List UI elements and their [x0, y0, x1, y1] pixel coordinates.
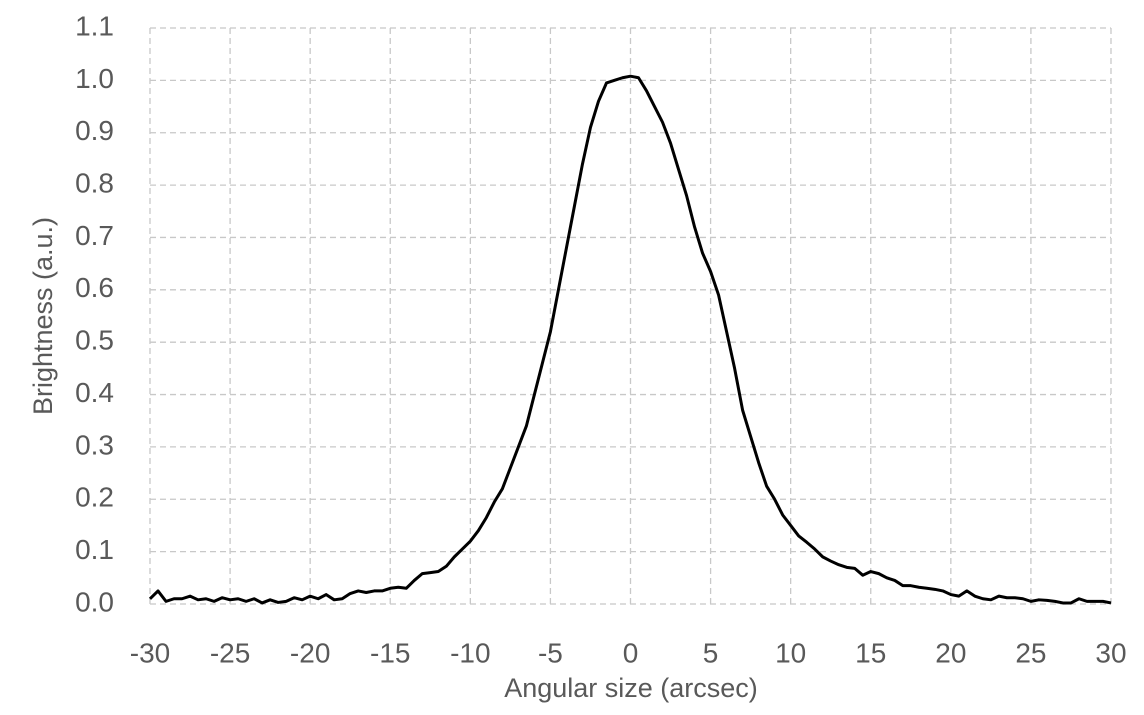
y-tick-label: 0.6 [75, 272, 114, 303]
x-tick-label: -30 [130, 637, 170, 668]
y-tick-label: 1.0 [75, 63, 114, 94]
x-tick-label: 10 [775, 637, 806, 668]
x-tick-label: 0 [623, 637, 639, 668]
x-tick-label: -10 [450, 637, 490, 668]
y-axis-title: Brightness (a.u.) [28, 217, 58, 415]
y-tick-label: 0.0 [75, 586, 114, 617]
x-tick-label: 25 [1015, 637, 1046, 668]
y-tick-label: 0.9 [75, 115, 114, 146]
data-line [148, 74, 1112, 605]
x-tick-label: 15 [855, 637, 886, 668]
x-tick-label: -15 [370, 637, 410, 668]
y-tick-label: 0.2 [75, 482, 114, 513]
x-tick-label: 30 [1095, 637, 1126, 668]
y-tick-label: 0.3 [75, 429, 114, 460]
x-tick-label: -25 [210, 637, 250, 668]
y-tick-label: 0.7 [75, 220, 114, 251]
x-tick-label: -5 [538, 637, 563, 668]
y-tick-label: 0.1 [75, 534, 114, 565]
x-tick-label: -20 [290, 637, 330, 668]
y-tick-label: 0.5 [75, 325, 114, 356]
x-tick-label: 20 [935, 637, 966, 668]
y-tick-label: 0.8 [75, 167, 114, 198]
x-tick-label: 5 [703, 637, 719, 668]
y-tick-label: 1.1 [75, 10, 114, 41]
y-tick-label: 0.4 [75, 377, 114, 408]
x-axis-title: Angular size (arcsec) [504, 673, 758, 703]
